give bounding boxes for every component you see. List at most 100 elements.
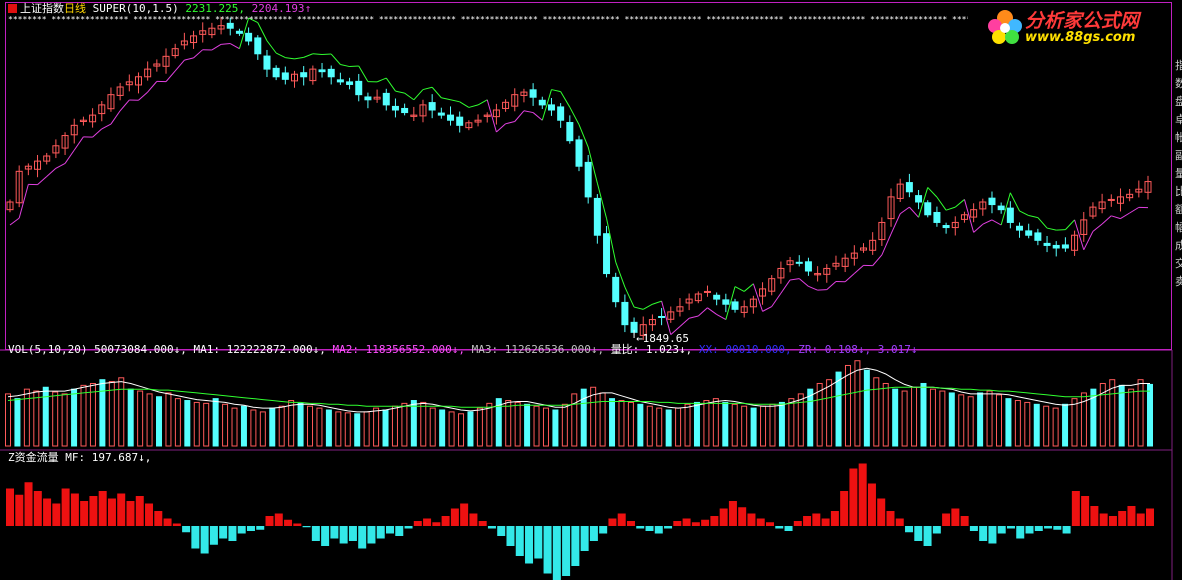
candle[interactable] [401,103,409,116]
candle[interactable] [309,65,317,85]
candle[interactable] [437,107,445,119]
candle[interactable] [557,103,565,128]
index-name[interactable]: 上证指数 [20,2,64,15]
candle[interactable] [318,62,326,78]
candle[interactable] [1116,188,1124,212]
candle[interactable] [6,199,14,213]
candle[interactable] [180,32,188,50]
candle[interactable] [667,306,675,323]
candle[interactable] [1016,222,1024,238]
candle[interactable] [70,118,78,144]
candle[interactable] [905,173,913,198]
candle[interactable] [850,245,858,266]
candle[interactable] [281,66,289,85]
candle[interactable] [336,72,344,85]
candle[interactable] [456,111,464,133]
candle[interactable] [511,88,519,112]
candle[interactable] [1006,201,1014,229]
candle[interactable] [841,253,849,273]
candle[interactable] [1144,175,1152,200]
candle[interactable] [795,255,803,267]
candle[interactable] [538,96,546,109]
side-tab-9[interactable]: 幅 [1175,221,1182,234]
side-tab-12[interactable]: 卖 [1175,275,1182,288]
candle[interactable] [1071,230,1079,256]
candle[interactable] [245,27,253,46]
candle[interactable] [878,217,886,246]
candle[interactable] [226,17,234,36]
candle[interactable] [547,97,555,116]
candle[interactable] [759,282,767,305]
candle[interactable] [1080,211,1088,242]
candle[interactable] [933,206,941,227]
candle[interactable] [1061,237,1069,252]
candle[interactable] [575,135,583,172]
candle[interactable] [832,255,840,270]
candle[interactable] [1126,188,1134,202]
candle[interactable] [1043,235,1051,253]
candle[interactable] [34,154,42,178]
vol-label[interactable]: VOL(5,10,20) [8,343,88,356]
candle[interactable] [382,88,390,111]
side-tab-1[interactable]: 数 [1175,77,1182,90]
candle[interactable] [125,74,133,92]
candle[interactable] [887,188,895,227]
mf-label[interactable]: Z资金流量 [8,451,59,464]
candle[interactable] [98,101,106,122]
candle[interactable] [658,308,666,326]
side-tab-7[interactable]: 比 [1175,185,1182,198]
candle[interactable] [804,257,812,276]
candle[interactable] [300,66,308,86]
candle[interactable] [1089,202,1097,219]
side-tab-2[interactable]: 盘 [1175,95,1182,108]
candle[interactable] [428,94,436,119]
candle[interactable] [520,88,528,103]
candle[interactable] [1034,228,1042,246]
candle[interactable] [603,226,611,278]
candle[interactable] [217,16,225,35]
candle[interactable] [483,112,491,123]
candle[interactable] [465,120,473,131]
candle[interactable] [988,191,996,214]
candle[interactable] [786,256,794,273]
candle[interactable] [814,266,822,282]
candle[interactable] [107,87,115,112]
candle[interactable] [502,99,510,112]
candle[interactable] [584,154,592,204]
candle[interactable] [777,261,785,284]
candle[interactable] [373,89,381,103]
candle[interactable] [740,300,748,318]
candle[interactable] [190,30,198,49]
candle[interactable] [24,163,32,176]
side-tab-0[interactable]: 指 [1175,59,1182,72]
candle[interactable] [593,194,601,244]
candle[interactable] [263,49,271,78]
candle[interactable] [860,243,867,253]
candle[interactable] [52,139,60,159]
candle[interactable] [162,48,170,74]
side-tab-8[interactable]: 额 [1175,203,1182,216]
candle[interactable] [823,264,831,283]
candle[interactable] [272,65,280,81]
candle[interactable] [43,152,51,165]
side-tab-4[interactable]: 帐 [1175,131,1182,144]
candle[interactable] [447,106,455,126]
candle[interactable] [89,108,97,128]
candle[interactable] [61,132,69,155]
candle[interactable] [612,272,620,308]
candle[interactable] [703,285,711,297]
candle[interactable] [942,222,950,234]
candle[interactable] [1098,193,1106,214]
period-label[interactable]: 日线 [64,2,86,15]
candle[interactable] [153,59,161,72]
candle[interactable] [694,291,702,304]
candle[interactable] [749,295,757,314]
candle[interactable] [391,98,399,118]
candle[interactable] [997,202,1005,214]
candle[interactable] [1025,223,1033,239]
candle[interactable] [327,65,335,85]
side-tab-10[interactable]: 成 [1175,239,1182,252]
candle[interactable] [144,61,152,81]
